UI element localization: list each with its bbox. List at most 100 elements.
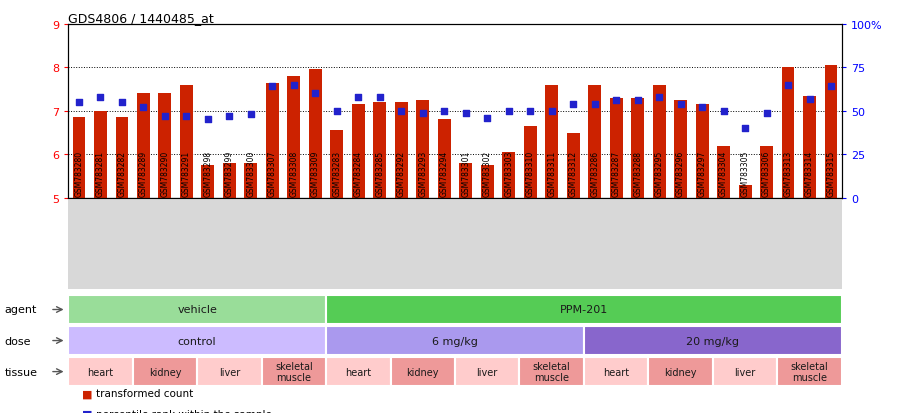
Text: liver: liver: [734, 367, 755, 377]
Point: [72, 100, 86, 106]
Point: [501, 108, 516, 115]
Bar: [610, 99, 622, 198]
Text: skeletal
muscle: skeletal muscle: [533, 361, 571, 382]
Bar: [632, 99, 644, 198]
Bar: [782, 68, 794, 198]
Point: [716, 108, 731, 115]
Bar: [137, 94, 150, 198]
Point: [308, 91, 323, 97]
Text: PPM-201: PPM-201: [560, 305, 608, 315]
Point: [738, 126, 753, 132]
Text: skeletal
muscle: skeletal muscle: [275, 361, 313, 382]
Bar: [545, 85, 558, 198]
Point: [480, 115, 494, 122]
Text: heart: heart: [603, 367, 629, 377]
Point: [200, 117, 215, 123]
Point: [372, 94, 387, 101]
Bar: [803, 96, 816, 198]
Point: [287, 82, 301, 89]
Point: [437, 108, 451, 115]
Text: GDS4806 / 1440485_at: GDS4806 / 1440485_at: [68, 12, 214, 25]
Text: percentile rank within the sample: percentile rank within the sample: [96, 409, 271, 413]
Bar: [395, 103, 408, 198]
Text: liver: liver: [477, 367, 498, 377]
Bar: [416, 101, 430, 198]
Bar: [567, 133, 580, 198]
Bar: [68, 295, 326, 324]
Bar: [326, 357, 390, 386]
Bar: [739, 185, 752, 198]
Bar: [455, 357, 520, 386]
Point: [824, 84, 838, 90]
Text: liver: liver: [218, 367, 240, 377]
Bar: [520, 357, 584, 386]
Point: [544, 108, 559, 115]
Bar: [262, 357, 326, 386]
Bar: [695, 105, 709, 198]
Text: ■: ■: [82, 409, 93, 413]
Bar: [524, 127, 537, 198]
Text: heart: heart: [345, 367, 371, 377]
Bar: [330, 131, 343, 198]
Bar: [266, 83, 278, 198]
Text: kidney: kidney: [664, 367, 697, 377]
Text: agent: agent: [5, 305, 37, 315]
Bar: [223, 164, 236, 198]
Point: [244, 112, 258, 118]
Bar: [68, 357, 133, 386]
Text: kidney: kidney: [148, 367, 181, 377]
Bar: [308, 70, 322, 198]
Bar: [133, 357, 197, 386]
Bar: [326, 295, 842, 324]
Text: kidney: kidney: [407, 367, 439, 377]
Point: [566, 101, 581, 108]
Bar: [648, 357, 713, 386]
Point: [759, 110, 774, 116]
Point: [609, 98, 623, 104]
Point: [115, 100, 129, 106]
Text: tissue: tissue: [5, 367, 37, 377]
Text: heart: heart: [87, 367, 114, 377]
Bar: [713, 357, 777, 386]
Text: ■: ■: [82, 388, 93, 398]
Point: [416, 110, 430, 116]
Text: 20 mg/kg: 20 mg/kg: [686, 336, 739, 346]
Point: [265, 84, 279, 90]
Point: [652, 94, 666, 101]
Bar: [245, 164, 258, 198]
Bar: [197, 357, 262, 386]
Point: [781, 82, 795, 89]
Point: [179, 114, 194, 120]
Bar: [652, 85, 665, 198]
Bar: [390, 357, 455, 386]
Bar: [588, 85, 602, 198]
Bar: [777, 357, 842, 386]
Bar: [674, 101, 687, 198]
Bar: [373, 103, 386, 198]
Point: [523, 108, 538, 115]
Bar: [326, 326, 584, 355]
Bar: [158, 94, 171, 198]
Text: dose: dose: [5, 336, 31, 346]
Point: [136, 105, 151, 112]
Point: [631, 98, 645, 104]
Point: [222, 114, 237, 120]
Text: transformed count: transformed count: [96, 388, 193, 398]
Bar: [73, 118, 86, 198]
Bar: [180, 85, 193, 198]
Bar: [584, 326, 842, 355]
Point: [157, 114, 172, 120]
Point: [93, 94, 107, 101]
Point: [351, 94, 366, 101]
Text: 6 mg/kg: 6 mg/kg: [432, 336, 478, 346]
Bar: [480, 166, 493, 198]
Bar: [116, 118, 128, 198]
Bar: [460, 164, 472, 198]
Text: skeletal
muscle: skeletal muscle: [791, 361, 828, 382]
Bar: [717, 146, 730, 198]
Bar: [824, 66, 837, 198]
Bar: [94, 112, 107, 198]
Text: control: control: [177, 336, 217, 346]
Point: [695, 105, 710, 112]
Point: [673, 101, 688, 108]
